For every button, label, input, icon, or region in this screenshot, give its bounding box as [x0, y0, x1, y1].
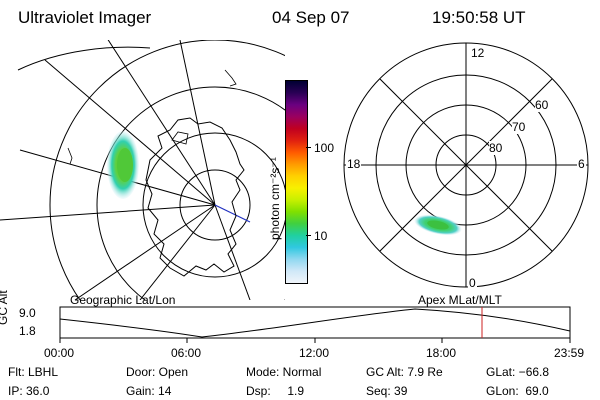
lon-line	[0, 204, 216, 221]
colorbar-gradient	[286, 81, 307, 283]
dsp-info: Dsp: 1.9	[246, 384, 305, 398]
lon-line	[214, 204, 251, 300]
colorbar-tick-mark	[306, 235, 311, 236]
gc-alt-info: GC Alt: 7.9 Re	[366, 365, 443, 379]
colorbar-tick-10: 10	[314, 229, 328, 243]
x-tick-label-0000: 00:00	[44, 346, 75, 360]
mlt-label-0: 0	[468, 276, 477, 290]
lon-line	[107, 40, 216, 206]
x-tick-label-0600: 06:00	[171, 346, 202, 360]
x-tick-label-1800: 18:00	[426, 346, 457, 360]
gain-info: Gain: 14	[126, 384, 172, 398]
lat-arc	[17, 46, 151, 71]
gc-alt-tick-9: 9.0	[19, 306, 36, 320]
mlt-diagonal	[379, 78, 553, 252]
ip-info: IP: 36.0	[8, 384, 50, 398]
mlat-label-60: 60	[535, 98, 549, 112]
coast-fragment	[224, 69, 237, 87]
aurora-core	[117, 148, 133, 182]
lat-circle	[49, 40, 285, 300]
mode-info: Mode: Normal	[246, 365, 322, 379]
apex-label: Apex MLat/MLT	[418, 293, 502, 307]
aurora-core-polar	[427, 220, 449, 230]
lon-line	[44, 59, 216, 206]
filter-info: Flt: LBHL	[8, 365, 59, 379]
mlat-label-80: 80	[489, 141, 503, 155]
mlat-label-70: 70	[512, 120, 526, 134]
island-outline	[171, 131, 189, 145]
door-info: Door: Open	[126, 365, 189, 379]
lon-line	[74, 204, 216, 300]
mlt-label-6: 6	[577, 157, 586, 171]
gc-alt-tick-1-8: 1.8	[19, 324, 36, 338]
glat-info: GLat: −66.8	[486, 365, 550, 379]
colorbar-tick-100: 100	[314, 141, 335, 155]
glon-info: GLon: 69.0	[486, 384, 549, 398]
colorbar-unit-label: photon cm⁻²s⁻¹	[268, 157, 282, 240]
x-tick-label-1200: 12:00	[299, 346, 330, 360]
coast-fragment	[67, 147, 73, 165]
geographic-label: Geographic Lat/Lon	[70, 293, 176, 307]
meridian-highlight	[214, 204, 251, 223]
gc-alt-axis-title: GC Alt	[0, 290, 10, 325]
seq-info: Seq: 39	[366, 384, 408, 398]
geographic-map	[0, 40, 285, 300]
colorbar	[285, 80, 308, 284]
time-label: 19:50:58 UT	[432, 8, 526, 27]
colorbar-tick-mark	[306, 147, 311, 148]
mlt-label-18: 18	[346, 157, 362, 171]
date-label: 04 Sep 07	[272, 8, 350, 27]
lon-line	[179, 40, 216, 206]
continent-outline	[145, 117, 245, 277]
lat-circle	[179, 169, 251, 241]
altitude-timeline	[59, 306, 571, 343]
x-tick-label-2359: 23:59	[554, 346, 585, 360]
mlt-label-12: 12	[470, 46, 486, 60]
lat-circle	[142, 132, 285, 278]
instrument-title: Ultraviolet Imager	[18, 8, 152, 27]
lon-line	[139, 204, 216, 300]
lat-circle	[96, 86, 285, 300]
altitude-curve	[59, 308, 571, 338]
polar-mlt-plot	[343, 42, 589, 288]
